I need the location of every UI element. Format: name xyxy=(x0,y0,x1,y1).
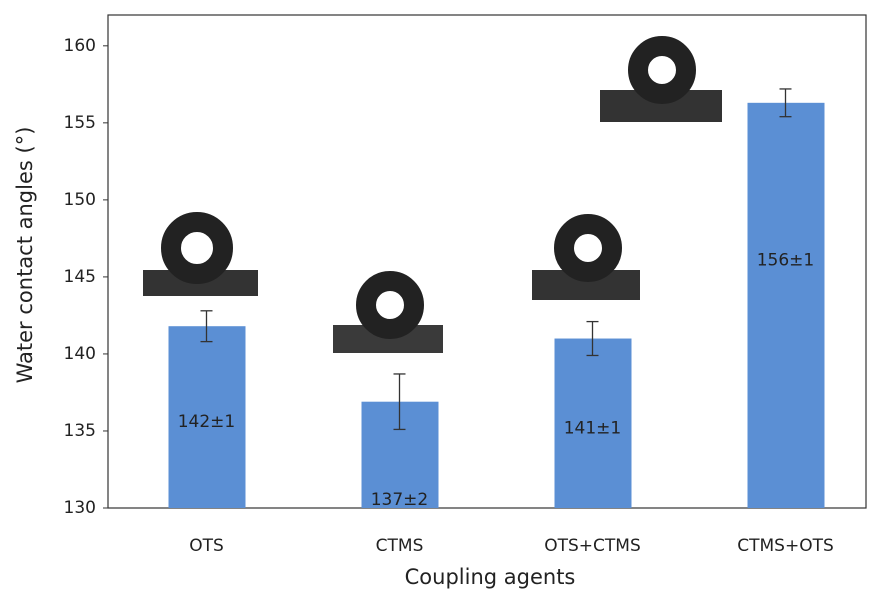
y-tick-label: 150 xyxy=(64,190,96,210)
y-tick-label: 135 xyxy=(64,421,96,441)
value-label: 142±1 xyxy=(178,412,236,432)
droplet xyxy=(554,214,622,282)
x-tick-label: OTS xyxy=(189,536,224,556)
droplet xyxy=(356,271,424,339)
x-tick-label: CTMS+OTS xyxy=(737,536,834,556)
x-axis-title: Coupling agents xyxy=(405,565,576,589)
x-tick-label: CTMS xyxy=(376,536,424,556)
droplet xyxy=(628,36,696,104)
y-tick-label: 130 xyxy=(64,498,96,518)
droplet-images xyxy=(143,36,722,353)
value-label: 141±1 xyxy=(564,418,622,438)
bar xyxy=(747,102,825,509)
y-axis-title: Water contact angles (°) xyxy=(13,127,37,384)
y-tick-label: 155 xyxy=(64,113,96,133)
bar xyxy=(554,338,632,508)
plot-frame xyxy=(107,14,867,509)
y-tick-label: 145 xyxy=(64,267,96,287)
value-label: 156±1 xyxy=(757,250,815,270)
y-tick-label: 160 xyxy=(64,36,96,56)
droplet xyxy=(161,212,233,284)
bar xyxy=(168,326,246,508)
value-label: 137±2 xyxy=(371,490,429,510)
x-tick-label: OTS+CTMS xyxy=(544,536,641,556)
y-tick-label: 140 xyxy=(64,344,96,364)
